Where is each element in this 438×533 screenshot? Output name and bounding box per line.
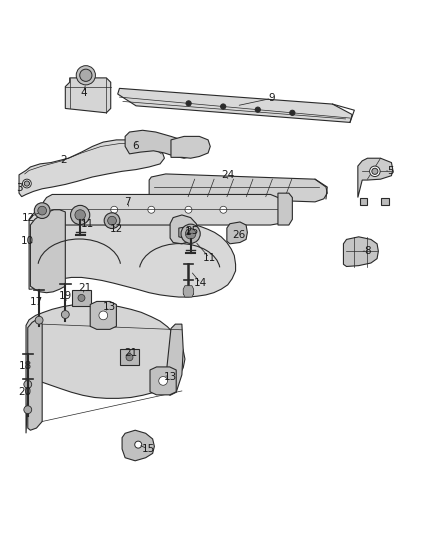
Polygon shape [179,227,196,239]
Polygon shape [343,237,378,266]
Polygon shape [164,324,183,395]
Polygon shape [30,210,65,293]
Text: 5: 5 [387,166,393,176]
Polygon shape [150,367,176,395]
Text: 7: 7 [124,197,131,207]
Circle shape [372,168,378,174]
Circle shape [108,216,117,225]
Text: 11: 11 [203,253,216,263]
Polygon shape [120,350,139,365]
Circle shape [186,101,191,106]
Circle shape [185,206,192,213]
Polygon shape [26,304,185,433]
Text: 21: 21 [78,284,91,293]
Text: 25: 25 [185,225,198,236]
Text: 1: 1 [185,227,192,237]
Circle shape [126,354,133,361]
Circle shape [75,210,85,220]
Circle shape [24,381,32,389]
Circle shape [99,311,108,320]
Circle shape [38,206,46,215]
Text: 15: 15 [141,444,155,454]
Circle shape [34,203,50,219]
Circle shape [35,316,43,324]
Circle shape [370,166,380,176]
Polygon shape [122,430,154,461]
Polygon shape [381,198,389,205]
Text: 26: 26 [232,230,245,240]
Polygon shape [171,136,210,158]
Circle shape [220,206,227,213]
Circle shape [255,107,260,112]
Circle shape [76,66,95,85]
Polygon shape [227,222,247,244]
Circle shape [159,376,167,385]
Polygon shape [43,195,286,225]
Text: 17: 17 [30,297,43,308]
Circle shape [76,206,83,213]
Text: 14: 14 [194,278,207,288]
Text: 12: 12 [22,213,35,223]
Text: 9: 9 [268,93,275,103]
Polygon shape [278,193,292,225]
Text: 19: 19 [59,291,72,301]
Text: 13: 13 [102,302,116,312]
Circle shape [61,311,69,318]
Polygon shape [149,174,327,202]
Polygon shape [183,286,194,297]
Circle shape [185,229,196,239]
Polygon shape [125,130,193,158]
Circle shape [80,69,92,82]
Circle shape [22,179,31,188]
Text: 24: 24 [221,170,234,180]
Polygon shape [19,140,164,197]
Polygon shape [118,88,352,123]
Text: 6: 6 [133,141,139,151]
Text: 8: 8 [364,246,371,256]
Circle shape [111,206,118,213]
Text: 3: 3 [16,183,22,193]
Polygon shape [90,302,117,329]
Circle shape [71,205,90,224]
Text: 11: 11 [81,219,94,229]
Circle shape [221,104,226,109]
Polygon shape [29,205,236,297]
Circle shape [78,294,85,302]
Polygon shape [28,319,42,430]
Text: 21: 21 [124,348,138,358]
Polygon shape [170,215,198,244]
Text: 20: 20 [18,387,32,397]
Circle shape [24,406,32,414]
Circle shape [181,224,200,244]
Text: 13: 13 [163,372,177,382]
Circle shape [148,206,155,213]
Polygon shape [360,198,367,205]
Polygon shape [72,290,91,306]
Circle shape [290,110,295,116]
Text: 10: 10 [21,236,34,246]
Text: 18: 18 [18,361,32,371]
Text: 2: 2 [61,155,67,165]
Circle shape [104,213,120,229]
Polygon shape [358,158,393,198]
Circle shape [24,181,29,186]
Text: 12: 12 [110,223,123,233]
Text: 4: 4 [80,88,87,98]
Circle shape [135,441,142,448]
Polygon shape [65,78,111,113]
